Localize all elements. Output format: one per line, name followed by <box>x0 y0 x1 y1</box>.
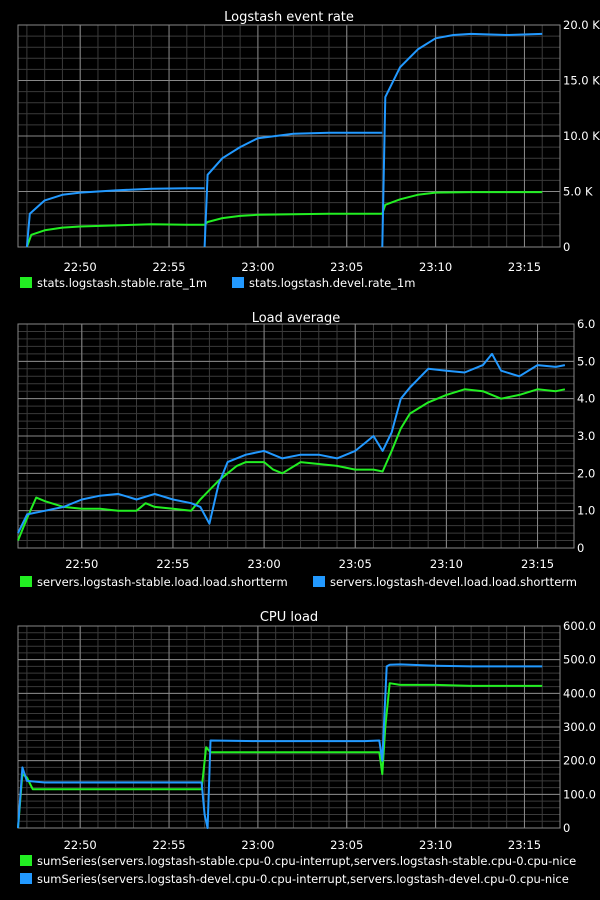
y-tick-label: 400.0 <box>563 686 596 700</box>
legend: servers.logstash-stable.load.load.shortt… <box>20 575 577 589</box>
grid <box>18 24 561 248</box>
x-tick-label: 22:50 <box>65 557 98 571</box>
y-tick-label: 4.0 <box>577 392 595 406</box>
legend-label: stats.logstash.devel.rate_1m <box>249 276 415 290</box>
x-tick-label: 23:05 <box>330 260 363 274</box>
legend-label: sumSeries(servers.logstash-devel.cpu-0.c… <box>37 872 569 886</box>
legend-label: stats.logstash.stable.rate_1m <box>37 276 207 290</box>
x-tick-label: 22:55 <box>156 557 189 571</box>
legend-label: sumSeries(servers.logstash-stable.cpu-0.… <box>37 854 576 868</box>
y-tick-label: 0 <box>563 240 570 254</box>
y-tick-label: 5.0 <box>577 354 595 368</box>
legend-label: servers.logstash-devel.load.load.shortte… <box>330 575 577 589</box>
x-tick-label: 22:55 <box>152 260 185 274</box>
y-tick-label: 200.0 <box>563 754 596 768</box>
legend-swatch <box>20 576 32 587</box>
y-tick-label: 5.0 K <box>563 185 593 199</box>
y-tick-label: 0 <box>563 821 570 835</box>
x-tick-label: 22:50 <box>64 260 97 274</box>
grid <box>18 323 575 549</box>
x-tick-label: 22:55 <box>152 838 185 852</box>
chart-title: Logstash event rate <box>224 10 354 25</box>
plot-frame <box>17 24 561 248</box>
plot-frame <box>17 323 575 549</box>
x-tick-label: 23:15 <box>521 557 554 571</box>
x-tick-label: 23:00 <box>241 838 274 852</box>
chart-1: Logstash event rate 0 5.0 K 10.0 K 15.0 K 20.… <box>17 10 600 290</box>
series-line-stable <box>17 388 566 541</box>
y-tick-label: 2.0 <box>577 466 595 480</box>
chart-3: CPU load 0 100.0 200.0 300.0 400.0 500.0 600.0 2… <box>17 610 596 886</box>
x-tick-label: 23:05 <box>339 557 372 571</box>
x-tick-label: 23:10 <box>430 557 463 571</box>
y-tick-label: 600.0 <box>563 619 596 633</box>
legend-swatch <box>313 576 325 587</box>
y-tick-label: 100.0 <box>563 787 596 801</box>
x-tick-label: 23:00 <box>248 557 281 571</box>
chart-2: Load average 0 1.0 2.0 3.0 4.0 5.0 6.0 22:50 22:5… <box>17 311 595 589</box>
series-line-devel <box>17 352 566 534</box>
y-tick-label: 1.0 <box>577 504 595 518</box>
legend-swatch <box>232 277 244 288</box>
x-tick-label: 23:15 <box>508 260 541 274</box>
y-tick-label: 3.0 <box>577 429 595 443</box>
y-tick-label: 0 <box>577 541 584 555</box>
legend-swatch <box>20 855 32 866</box>
series-line-stable <box>25 191 543 248</box>
legend-label: servers.logstash-stable.load.load.shortt… <box>37 575 288 589</box>
legend: stats.logstash.stable.rate_1m stats.logst… <box>20 276 415 290</box>
y-tick-label: 500.0 <box>563 653 596 667</box>
y-tick-label: 10.0 K <box>563 129 600 143</box>
series-line-stable <box>17 682 543 829</box>
series-line-devel <box>17 663 543 829</box>
x-tick-label: 23:05 <box>330 838 363 852</box>
y-tick-label: 20.0 K <box>563 18 600 32</box>
y-tick-label: 300.0 <box>563 720 596 734</box>
legend-swatch <box>20 277 32 288</box>
x-tick-label: 23:00 <box>241 260 274 274</box>
x-tick-label: 23:15 <box>508 838 541 852</box>
series-line-devel <box>25 32 543 248</box>
plot-frame <box>17 625 561 829</box>
y-tick-label: 6.0 <box>577 317 595 331</box>
chart-title: Load average <box>252 311 341 326</box>
x-tick-label: 22:50 <box>64 838 97 852</box>
x-tick-label: 23:10 <box>419 260 452 274</box>
x-tick-label: 23:10 <box>419 838 452 852</box>
chart-title: CPU load <box>260 610 318 625</box>
legend-swatch <box>20 873 32 884</box>
legend: sumSeries(servers.logstash-stable.cpu-0.… <box>20 854 576 886</box>
y-tick-label: 15.0 K <box>563 74 600 88</box>
grid <box>18 625 561 829</box>
